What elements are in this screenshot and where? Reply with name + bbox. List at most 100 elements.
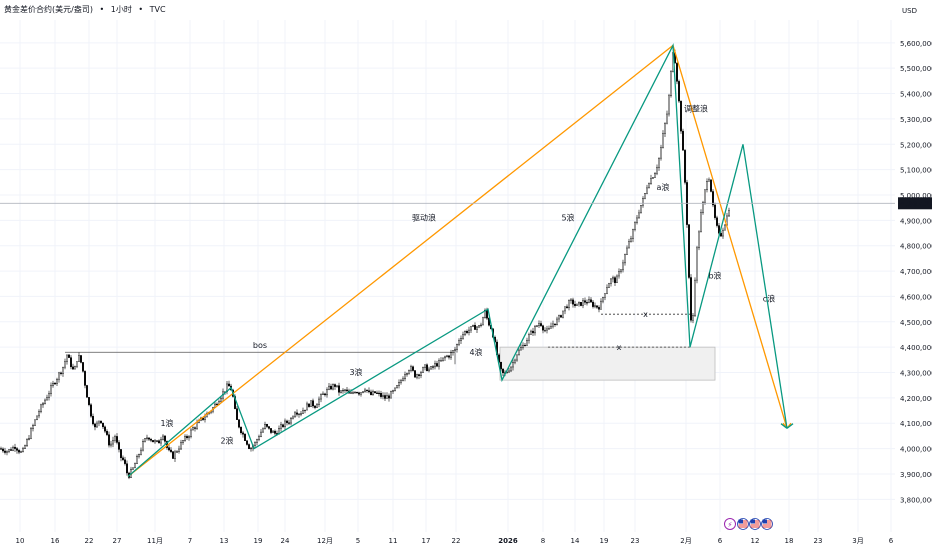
candle-body bbox=[354, 392, 357, 394]
y-tick-label: 5,400,000 bbox=[900, 91, 932, 99]
y-tick-label: 4,800,000 bbox=[900, 243, 932, 251]
candle-body bbox=[502, 368, 505, 374]
candle-body bbox=[470, 326, 473, 331]
candle-body bbox=[284, 420, 287, 427]
candle-body bbox=[536, 325, 539, 327]
x-tick-label: 6 bbox=[889, 537, 894, 545]
interval-label[interactable]: 1小时 bbox=[110, 5, 132, 14]
candle-body bbox=[598, 307, 601, 310]
candle-body bbox=[440, 360, 443, 362]
candle-body bbox=[720, 232, 723, 237]
candle-body bbox=[700, 212, 703, 233]
candle-body bbox=[438, 360, 441, 367]
candle-body bbox=[676, 62, 679, 82]
candle-body bbox=[123, 459, 126, 464]
candle-body bbox=[342, 389, 345, 392]
candle-body bbox=[247, 444, 250, 449]
candle-body bbox=[644, 193, 647, 199]
y-tick-label: 5,100,000 bbox=[900, 167, 932, 175]
candle-body bbox=[394, 387, 397, 391]
candle-body bbox=[324, 393, 327, 396]
candle-body bbox=[366, 389, 369, 391]
candle-body bbox=[688, 224, 691, 278]
candle-body bbox=[526, 340, 529, 346]
x-tick-label: 2月 bbox=[680, 537, 691, 545]
candle-body bbox=[185, 436, 188, 439]
candle-body bbox=[512, 362, 515, 368]
candle-body bbox=[177, 448, 180, 452]
candle-body bbox=[91, 416, 94, 425]
x-tick-label: 7 bbox=[188, 537, 192, 545]
candle-body bbox=[147, 437, 150, 440]
candle-body bbox=[584, 300, 587, 303]
candle-body bbox=[87, 397, 90, 405]
candle-body bbox=[187, 436, 190, 439]
x-tick-label: 23 bbox=[814, 537, 823, 545]
candle-body bbox=[286, 420, 289, 423]
candle-body bbox=[378, 392, 381, 395]
candle-body bbox=[464, 331, 467, 335]
x-tick-label: 6 bbox=[718, 537, 723, 545]
candle-body bbox=[478, 325, 481, 328]
candle-body bbox=[590, 299, 593, 303]
candle-body bbox=[143, 438, 146, 442]
candle-body bbox=[296, 412, 299, 415]
candle-body bbox=[532, 330, 535, 334]
candle-body bbox=[173, 451, 176, 459]
candle-body bbox=[472, 325, 475, 327]
candle-body bbox=[718, 225, 721, 234]
wave-annotation: 3浪 bbox=[349, 367, 362, 377]
candle-body bbox=[34, 419, 37, 426]
candle-body bbox=[388, 395, 391, 399]
candle-body bbox=[404, 374, 407, 380]
wave-annotation: 5浪 bbox=[561, 212, 574, 222]
candle-body bbox=[73, 366, 76, 370]
candle-body bbox=[52, 382, 55, 386]
candle-body bbox=[696, 247, 699, 281]
candle-body bbox=[582, 300, 585, 306]
candle-body bbox=[380, 393, 383, 397]
candle-body bbox=[113, 436, 116, 441]
candle-body bbox=[141, 441, 144, 451]
candle-body bbox=[16, 448, 19, 451]
candle-body bbox=[40, 404, 43, 412]
candle-body bbox=[280, 424, 283, 429]
candle-body bbox=[648, 183, 651, 189]
candle-body bbox=[356, 392, 359, 394]
candle-body bbox=[99, 420, 102, 424]
candle-body bbox=[256, 439, 259, 443]
candle-body bbox=[680, 100, 683, 132]
candle-body bbox=[336, 385, 339, 387]
candle-body bbox=[290, 417, 293, 424]
candle-body bbox=[604, 293, 607, 298]
candle-body bbox=[516, 354, 519, 361]
wave-annotation: 调整浪 bbox=[684, 103, 708, 113]
candle-body bbox=[288, 422, 291, 424]
candle-body bbox=[610, 278, 613, 284]
candle-body bbox=[408, 370, 411, 374]
candle-body bbox=[7, 449, 10, 452]
candle-body bbox=[558, 315, 561, 320]
green-wave-line bbox=[786, 423, 794, 429]
candle-body bbox=[292, 416, 295, 419]
candle-body bbox=[330, 385, 333, 390]
y-tick-label: 4,400,000 bbox=[900, 344, 932, 352]
candle-body bbox=[456, 344, 459, 350]
x-tick-label: 22 bbox=[85, 537, 94, 545]
candle-body bbox=[444, 356, 447, 359]
candle-body bbox=[26, 439, 29, 446]
candle-body bbox=[191, 427, 194, 431]
candle-body bbox=[524, 344, 527, 347]
candle-body bbox=[115, 436, 118, 443]
candle-body bbox=[554, 323, 557, 326]
candle-body bbox=[442, 357, 445, 361]
candle-body bbox=[560, 315, 563, 318]
candle-body bbox=[706, 181, 709, 191]
candle-body bbox=[326, 389, 329, 396]
candle-body bbox=[125, 463, 128, 474]
candle-body bbox=[320, 394, 323, 400]
candle-body bbox=[149, 439, 152, 441]
candle-body bbox=[181, 440, 184, 443]
candle-body bbox=[678, 81, 681, 102]
